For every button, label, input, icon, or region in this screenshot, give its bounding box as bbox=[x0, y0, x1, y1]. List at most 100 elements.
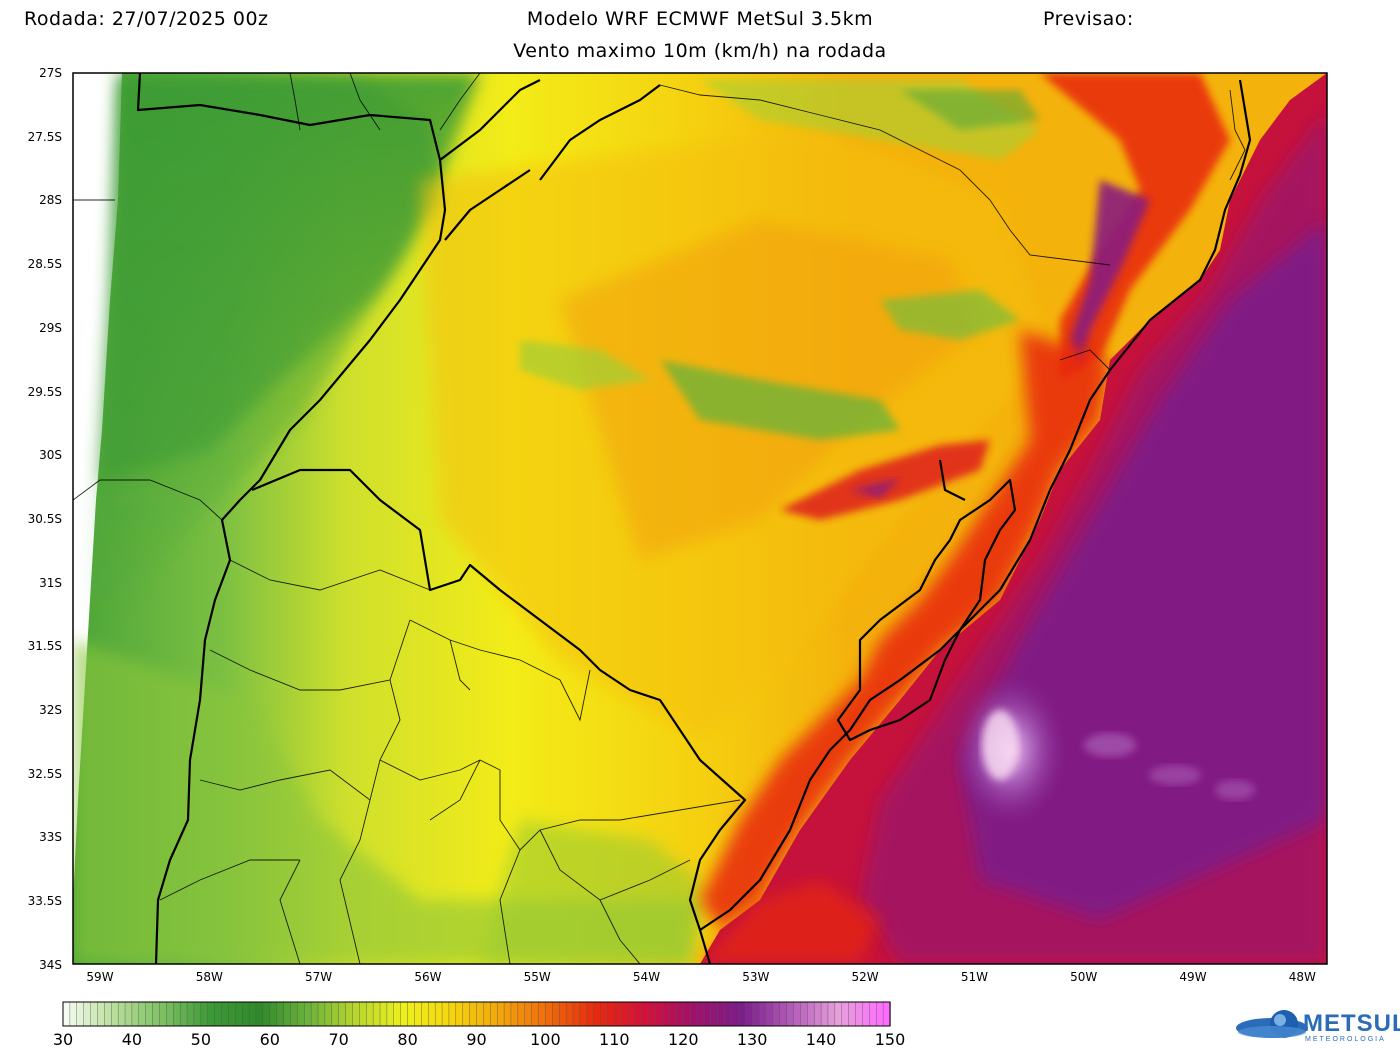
colorbar-swatch bbox=[586, 1001, 595, 1027]
colorbar-swatch bbox=[241, 1001, 250, 1027]
colorbar-swatch bbox=[228, 1001, 236, 1027]
colorbar-swatch bbox=[276, 1001, 285, 1027]
lat-label: 33.5S bbox=[27, 894, 62, 909]
colorbar-label: 30 bbox=[52, 1030, 74, 1049]
colorbar-swatch bbox=[731, 1001, 740, 1027]
colorbar-swatch bbox=[862, 1001, 871, 1027]
colorbar-swatch bbox=[186, 1001, 195, 1027]
colorbar-swatch bbox=[483, 1001, 491, 1027]
lat-label: 32.5S bbox=[27, 766, 62, 781]
colorbar-swatch bbox=[400, 1001, 409, 1027]
colorbar-label: 70 bbox=[328, 1030, 349, 1049]
lat-label: 29.5S bbox=[27, 384, 62, 399]
colorbar-swatch bbox=[882, 1001, 891, 1027]
colorbar-label: 80 bbox=[397, 1030, 418, 1049]
colorbar-swatch bbox=[324, 1001, 333, 1027]
colorbar-swatch bbox=[248, 1001, 257, 1027]
lat-label: 27.5S bbox=[27, 129, 62, 144]
wind-field bbox=[73, 73, 1327, 964]
colorbar-swatch bbox=[703, 1001, 712, 1027]
colorbar-swatch bbox=[779, 1001, 788, 1027]
lon-label: 51W bbox=[960, 970, 988, 984]
colorbar-label: 140 bbox=[805, 1030, 837, 1049]
colorbar-swatch bbox=[366, 1001, 374, 1027]
colorbar-swatch bbox=[510, 1001, 519, 1027]
colorbar-swatch bbox=[572, 1001, 581, 1027]
colorbar-swatch bbox=[207, 1001, 216, 1027]
colorbar-swatch bbox=[827, 1001, 836, 1027]
colorbar-swatch bbox=[621, 1001, 629, 1027]
colorbar-swatch bbox=[83, 1001, 92, 1027]
lon-label: 59W bbox=[86, 970, 114, 984]
colorbar-swatch bbox=[62, 1001, 71, 1027]
colorbar-swatch bbox=[214, 1001, 223, 1027]
colorbar-swatch bbox=[421, 1001, 429, 1027]
map-frame bbox=[72, 72, 1328, 965]
colorbar-swatch bbox=[338, 1001, 347, 1027]
colorbar-swatch bbox=[517, 1001, 526, 1027]
colorbar-swatch bbox=[696, 1001, 705, 1027]
colorbar-swatch bbox=[200, 1001, 209, 1027]
colorbar-swatch bbox=[531, 1001, 540, 1027]
colorbar-swatch bbox=[841, 1001, 850, 1027]
colorbar-swatch bbox=[786, 1001, 795, 1027]
colorbar-swatch bbox=[117, 1001, 126, 1027]
lat-label: 34S bbox=[39, 957, 62, 972]
colorbar-swatch bbox=[462, 1001, 471, 1027]
logo-name: METSUL bbox=[1303, 1010, 1400, 1037]
district-lines bbox=[73, 73, 1246, 964]
colorbar-swatch bbox=[407, 1001, 416, 1027]
colorbar-swatch bbox=[173, 1001, 181, 1027]
lon-label: 50W bbox=[1070, 970, 1098, 984]
colorbar-swatch bbox=[800, 1001, 808, 1027]
colorbar-swatch bbox=[124, 1001, 133, 1027]
colorbar-swatch bbox=[655, 1001, 664, 1027]
colorbar-swatch bbox=[428, 1001, 436, 1027]
colorbar-swatch bbox=[669, 1001, 678, 1027]
colorbar-swatch bbox=[345, 1001, 354, 1027]
colorbar-swatch bbox=[159, 1001, 168, 1027]
colorbar-swatch bbox=[476, 1001, 485, 1027]
colorbar-label: 100 bbox=[530, 1030, 561, 1049]
lon-label: 48W bbox=[1288, 970, 1316, 984]
colorbar-swatch bbox=[76, 1001, 85, 1027]
forecast-label: Previsao: bbox=[1043, 8, 1134, 30]
lat-label: 29S bbox=[39, 320, 62, 335]
colorbar-swatch bbox=[262, 1001, 271, 1027]
lat-label: 27S bbox=[39, 66, 62, 80]
logo-subtitle: METEOROLOGIA bbox=[1305, 1036, 1386, 1043]
colorbar-swatch bbox=[745, 1001, 753, 1027]
lon-label: 55W bbox=[523, 970, 551, 984]
colorbar bbox=[62, 1001, 891, 1027]
colorbar-swatch bbox=[676, 1001, 684, 1027]
colorbar-swatch bbox=[876, 1001, 884, 1027]
colorbar-swatch bbox=[614, 1001, 622, 1027]
colorbar-swatch bbox=[352, 1001, 361, 1027]
colorbar-swatch bbox=[372, 1001, 381, 1027]
colorbar-swatch bbox=[145, 1001, 154, 1027]
colorbar-swatch bbox=[724, 1001, 733, 1027]
colorbar-swatch bbox=[855, 1001, 864, 1027]
lat-label: 28.5S bbox=[27, 257, 62, 272]
run-label: Rodada: 27/07/2025 00z bbox=[24, 8, 269, 30]
colorbar-swatch bbox=[290, 1001, 299, 1027]
colorbar-swatch bbox=[379, 1001, 388, 1027]
model-title: Modelo WRF ECMWF MetSul 3.5km bbox=[526, 8, 874, 30]
lon-label: 52W bbox=[851, 970, 879, 984]
lat-label: 28S bbox=[39, 193, 62, 208]
colorbar-swatch bbox=[97, 1001, 106, 1027]
colorbar-swatch bbox=[166, 1001, 174, 1027]
colorbar-swatch bbox=[111, 1001, 119, 1027]
lon-label: 54W bbox=[632, 970, 661, 984]
colorbar-swatch bbox=[772, 1001, 781, 1027]
colorbar-swatch bbox=[683, 1001, 691, 1027]
colorbar-label: 110 bbox=[599, 1030, 630, 1049]
colorbar-swatch bbox=[820, 1001, 829, 1027]
colorbar-swatch bbox=[235, 1001, 243, 1027]
colorbar-swatch bbox=[751, 1001, 760, 1027]
colorbar-swatch bbox=[717, 1001, 726, 1027]
colorbar-swatch bbox=[848, 1001, 857, 1027]
colorbar-swatch bbox=[331, 1001, 340, 1027]
lat-label: 31.5S bbox=[27, 639, 62, 654]
colorbar-swatch bbox=[648, 1001, 657, 1027]
